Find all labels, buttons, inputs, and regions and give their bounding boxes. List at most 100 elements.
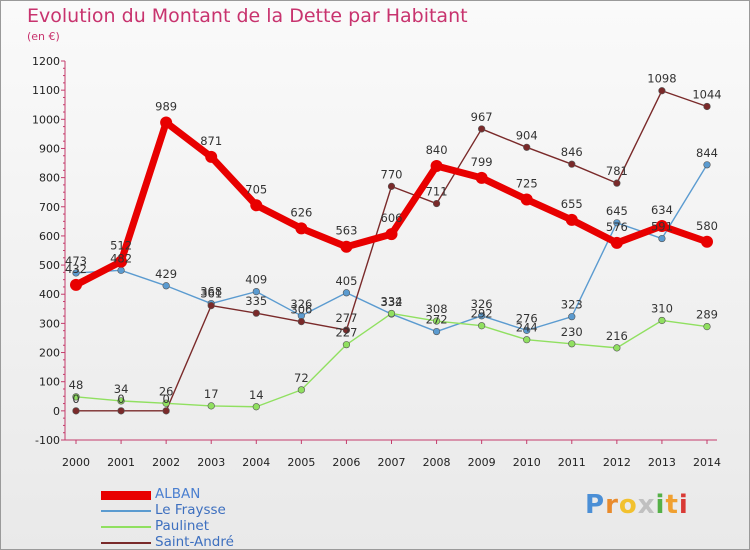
data-point (162, 407, 170, 415)
x-tick-label: 2010 (513, 456, 541, 469)
x-tick-label: 2006 (332, 456, 360, 469)
data-label: 645 (606, 204, 628, 218)
logo-letter: i (655, 490, 666, 520)
data-point (610, 236, 623, 249)
data-label: 576 (606, 220, 628, 234)
data-point (117, 266, 125, 274)
series-line-saint-andr- (75, 90, 708, 412)
data-label: 655 (561, 197, 583, 211)
data-point (342, 341, 351, 349)
data-point (655, 220, 668, 233)
legend-swatch (101, 510, 151, 512)
data-point (72, 393, 80, 401)
legend-item: ALBAN (101, 486, 361, 504)
data-point (252, 288, 260, 296)
data-label: 591 (651, 220, 673, 234)
y-tick-label: 300 (39, 317, 60, 330)
data-label: 0 (117, 392, 124, 406)
data-label: 840 (426, 143, 448, 157)
chart-title: Evolution du Montant de la Dette par Hab… (27, 5, 468, 27)
y-tick-label: 700 (39, 201, 60, 214)
data-point (162, 399, 170, 407)
legend-swatch (101, 542, 151, 544)
data-point (568, 160, 576, 168)
data-label: 967 (471, 110, 493, 124)
data-label: 0 (72, 392, 79, 406)
data-point (342, 289, 351, 297)
data-point (385, 228, 398, 241)
y-tick-label: 100 (39, 376, 60, 389)
data-point (520, 193, 533, 206)
data-point (613, 179, 621, 187)
data-point (72, 269, 80, 277)
data-point (117, 407, 125, 415)
y-tick-label: 1200 (32, 55, 60, 68)
data-label: 334 (381, 294, 403, 308)
data-label: 335 (245, 294, 267, 308)
data-label: 277 (335, 311, 357, 325)
data-point (703, 161, 711, 169)
data-point (252, 403, 260, 411)
data-label: 227 (335, 326, 357, 340)
data-label: 34 (114, 382, 129, 396)
data-point (207, 402, 215, 410)
data-point (250, 199, 263, 212)
data-label: 368 (200, 285, 222, 299)
legend-item: Saint-André (101, 534, 361, 550)
data-label: 606 (381, 211, 403, 225)
data-label: 409 (245, 273, 267, 287)
x-tick-label: 2008 (423, 456, 451, 469)
y-tick-label: 400 (39, 288, 60, 301)
data-label: 326 (471, 297, 493, 311)
data-point (295, 222, 308, 235)
legend-label: Saint-André (155, 534, 234, 550)
logo-letter: x (637, 490, 656, 520)
data-label: 292 (471, 307, 493, 321)
data-point (432, 317, 441, 325)
x-tick-label: 2012 (603, 456, 631, 469)
data-point (117, 397, 125, 405)
data-point (658, 234, 666, 243)
data-label: 563 (335, 224, 357, 238)
data-point (701, 235, 713, 248)
legend-swatch (101, 526, 151, 528)
logo-letter: o (618, 490, 638, 520)
data-label: 14 (249, 388, 264, 402)
data-label: 626 (290, 205, 312, 219)
data-label: 0 (162, 392, 169, 406)
x-tick-label: 2009 (468, 456, 496, 469)
y-tick-label: 800 (39, 172, 60, 185)
data-point (387, 309, 396, 318)
y-tick-label: 600 (39, 230, 60, 243)
proxiti-logo: Proxiti (585, 490, 689, 520)
data-point (297, 386, 305, 394)
data-point (160, 116, 173, 129)
data-point (115, 255, 128, 268)
data-point (568, 340, 576, 348)
data-point (658, 316, 666, 325)
x-tick-label: 2002 (152, 456, 180, 469)
y-tick-label: 0 (53, 405, 60, 418)
data-label: 799 (471, 155, 493, 169)
data-point (162, 282, 170, 290)
data-label: 306 (290, 303, 312, 317)
data-point (703, 102, 711, 111)
data-point (432, 199, 441, 208)
data-label: 989 (155, 100, 177, 114)
x-tick-label: 2000 (62, 456, 90, 469)
data-point (613, 219, 621, 227)
data-label: 1044 (692, 87, 721, 101)
logo-letter: i (678, 490, 689, 520)
data-point (207, 302, 215, 310)
data-point (252, 309, 260, 317)
data-label: 26 (159, 384, 174, 398)
data-point (523, 326, 531, 334)
data-label: 432 (65, 262, 87, 276)
data-label: 1098 (647, 72, 676, 86)
x-tick-label: 2003 (197, 456, 225, 469)
y-tick-label: 500 (39, 259, 60, 272)
data-point (475, 171, 488, 184)
data-label: 308 (426, 302, 448, 316)
data-point (342, 326, 351, 334)
